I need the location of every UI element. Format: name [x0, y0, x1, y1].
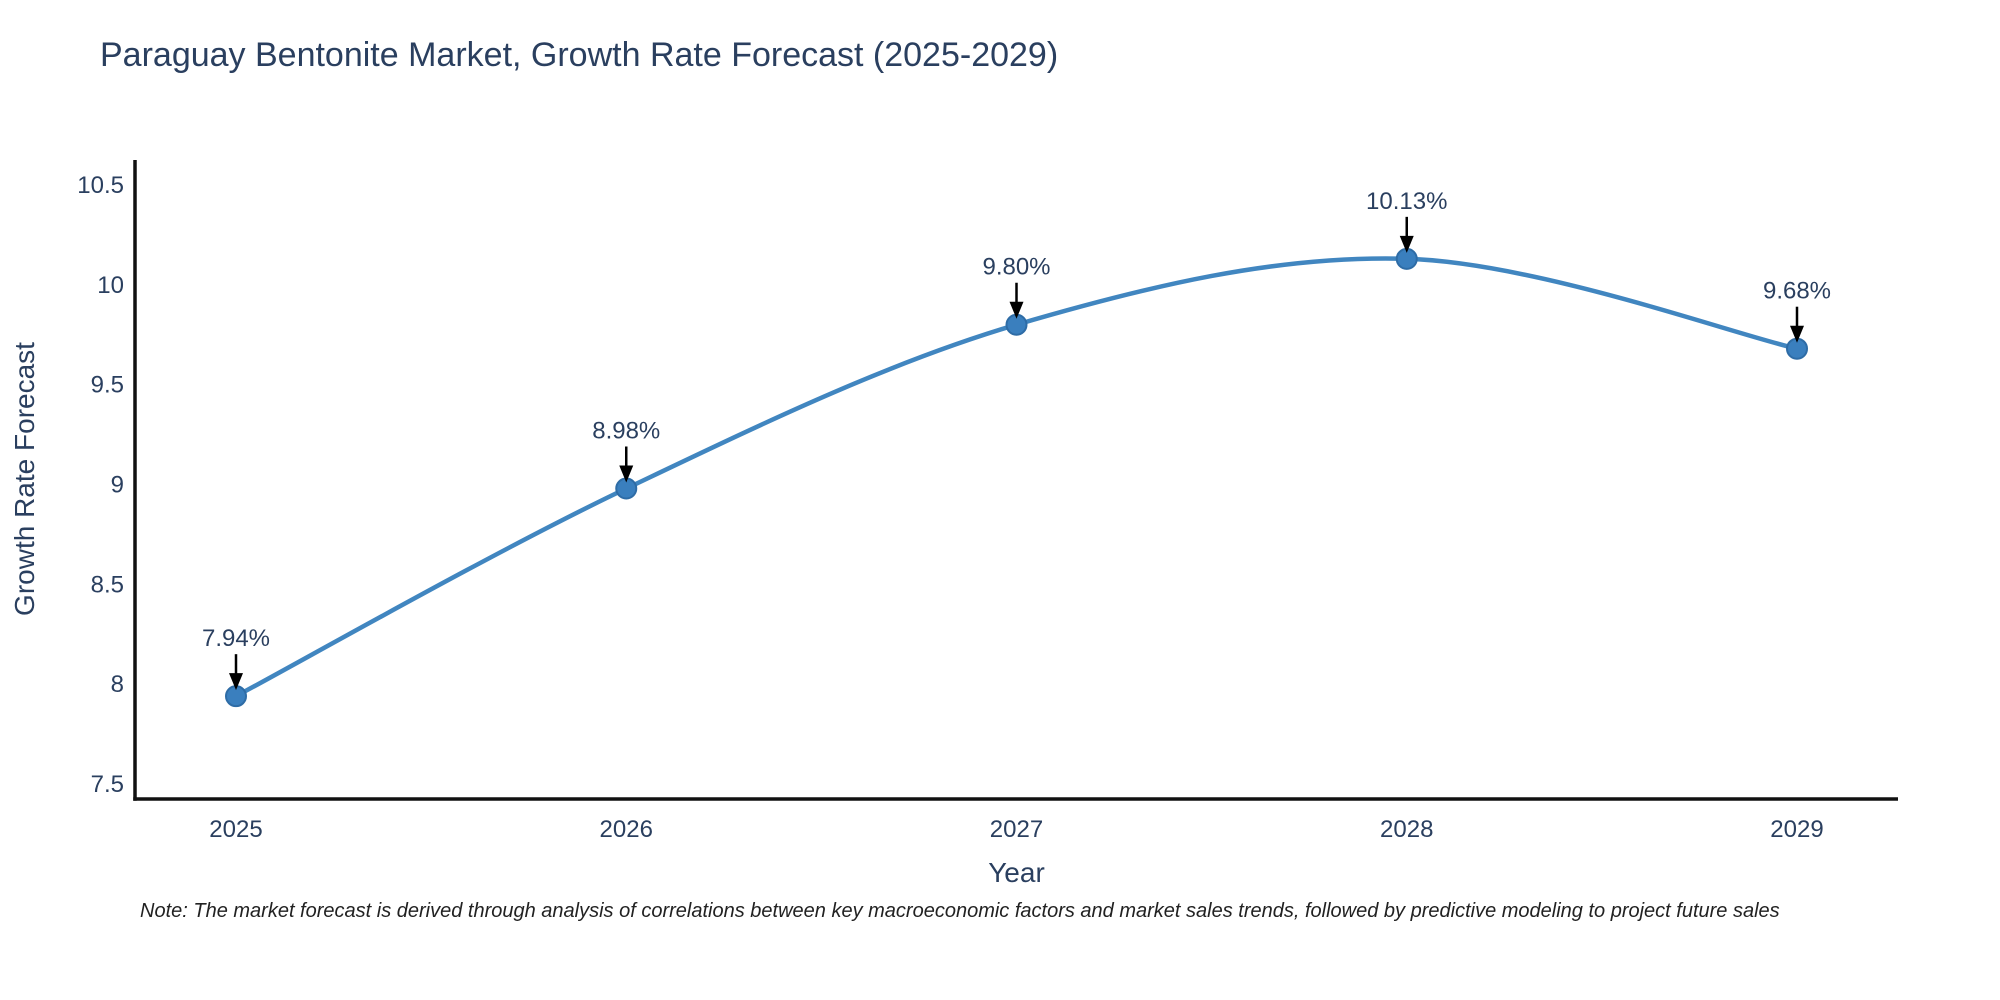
y-tick-label: 10 [97, 272, 124, 299]
data-point-label: 10.13% [1366, 188, 1447, 215]
x-tick-label: 2027 [990, 816, 1043, 843]
y-tick-label: 8.5 [91, 571, 124, 598]
annotation-arrow-head [1790, 325, 1804, 343]
footnote: Note: The market forecast is derived thr… [140, 900, 1780, 922]
annotation-arrow-head [619, 465, 634, 483]
data-point-label: 7.94% [202, 625, 270, 652]
x-tick-label: 2028 [1380, 816, 1433, 843]
y-tick-label: 10.5 [77, 172, 124, 199]
y-tick-label: 9 [111, 471, 124, 498]
x-axis-title: Year [988, 857, 1045, 888]
annotation-arrow-head [1399, 235, 1414, 253]
annotation-arrow-head [1009, 301, 1024, 319]
data-point-label: 8.98% [592, 417, 660, 444]
y-tick-label: 9.5 [91, 372, 124, 399]
y-tick-label: 8 [111, 671, 124, 698]
x-tick-label: 2026 [600, 816, 653, 843]
y-tick-label: 7.5 [91, 771, 124, 798]
data-point-label: 9.80% [982, 254, 1050, 281]
x-tick-label: 2029 [1770, 816, 1823, 843]
data-point-label: 9.68% [1763, 278, 1831, 305]
annotation-arrow-head [229, 673, 243, 691]
y-axis-title: Growth Rate Forecast [9, 342, 40, 616]
x-tick-label: 2025 [209, 816, 262, 843]
chart-title: Paraguay Bentonite Market, Growth Rate F… [100, 36, 1059, 74]
